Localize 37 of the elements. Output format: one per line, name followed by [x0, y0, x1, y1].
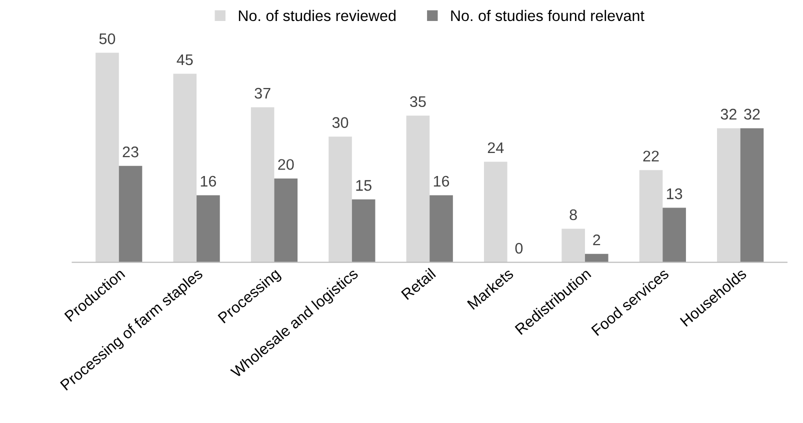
bar [584, 254, 608, 262]
bar [562, 228, 585, 262]
bar [118, 166, 142, 262]
data-label: 23 [122, 146, 138, 158]
legend-label: No. of studies reviewed [238, 10, 396, 22]
data-label: 24 [488, 142, 504, 153]
bar [250, 107, 274, 262]
data-label: 37 [254, 88, 270, 99]
bar [352, 199, 376, 262]
bar [328, 136, 352, 262]
bar [96, 52, 119, 262]
bar [662, 208, 686, 262]
data-label: 15 [356, 180, 372, 191]
bar [173, 74, 197, 262]
bar [740, 128, 764, 262]
data-label: 20 [278, 159, 294, 170]
data-label: 8 [570, 209, 577, 220]
bar [484, 162, 508, 262]
data-label: 13 [666, 188, 682, 200]
data-label: 0 [515, 242, 523, 254]
legend-label: No. of studies found relevant [451, 10, 644, 22]
bar [430, 195, 453, 262]
data-label: 32 [744, 108, 760, 120]
data-label: 50 [99, 33, 116, 44]
bar [274, 178, 298, 262]
data-label: 16 [434, 176, 450, 187]
data-label: 45 [176, 54, 193, 66]
bar [639, 170, 663, 262]
bar [717, 128, 740, 262]
data-label: 22 [643, 150, 659, 162]
data-label: 16 [200, 176, 216, 187]
data-label: 30 [332, 117, 348, 128]
data-label: 2 [593, 234, 600, 246]
data-label: 35 [410, 96, 426, 108]
data-label: 32 [720, 108, 736, 120]
bar [406, 116, 430, 262]
bar [196, 195, 220, 262]
